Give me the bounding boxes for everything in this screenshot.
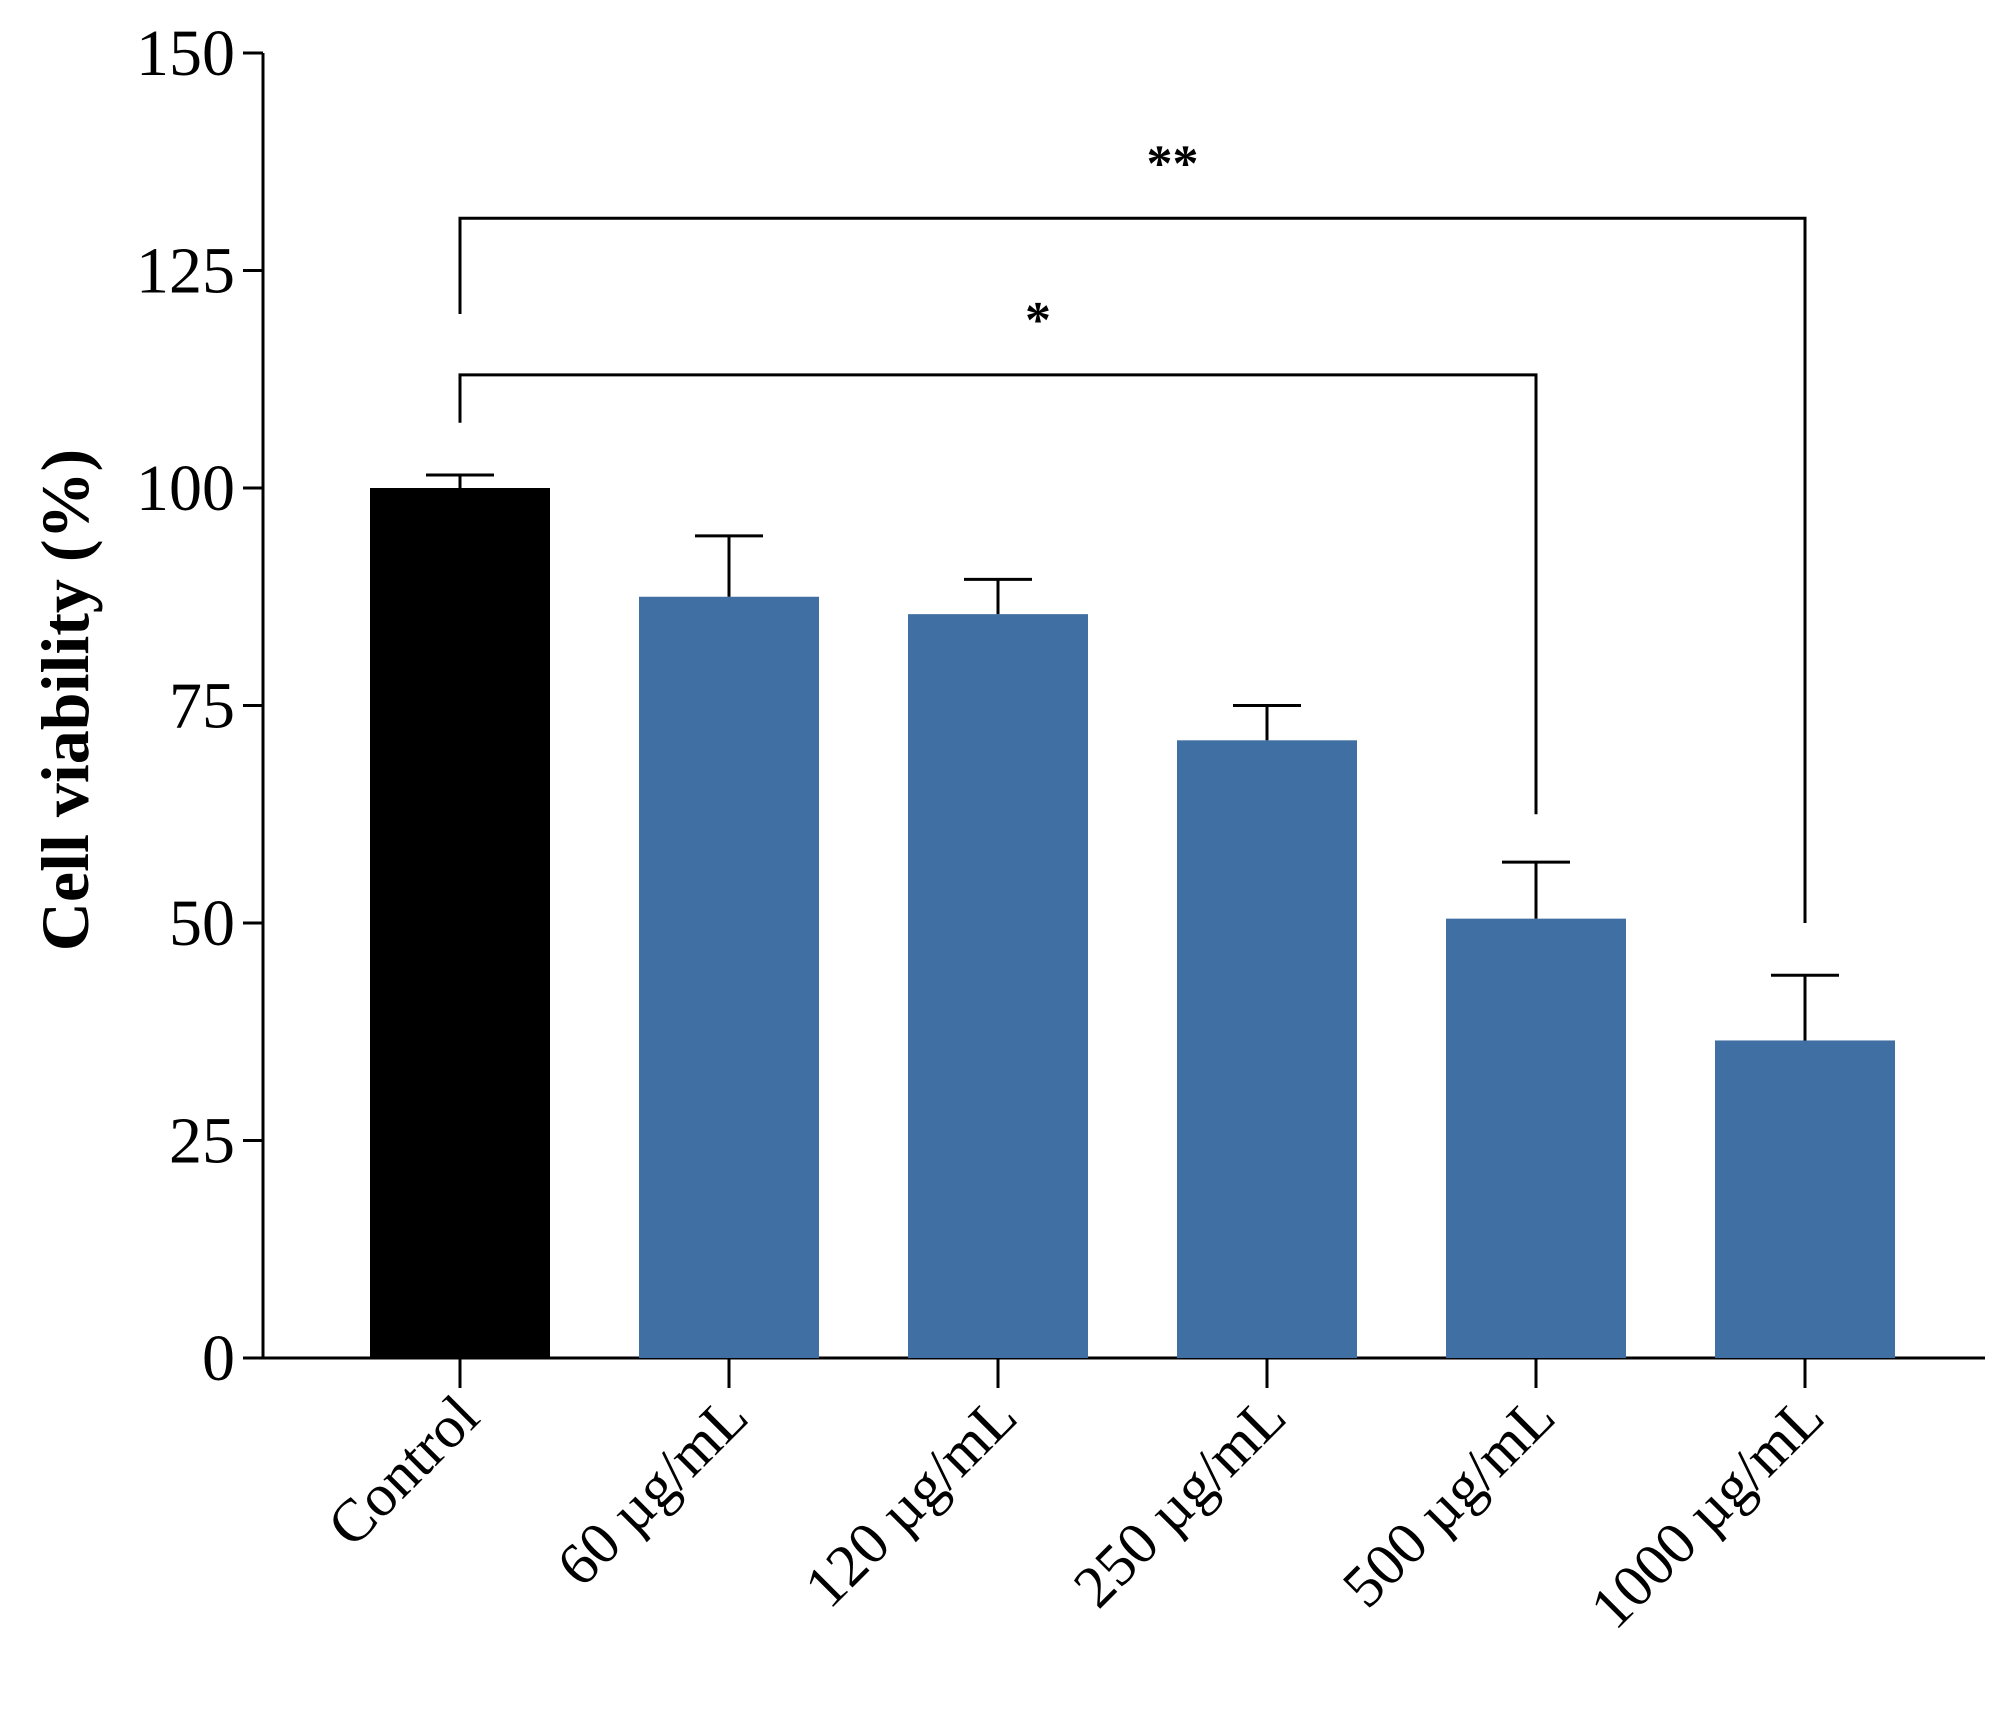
significance-label: *: [1025, 292, 1051, 349]
bar: [908, 614, 1088, 1358]
bar: [370, 488, 550, 1358]
significance-brackets: ***: [458, 135, 1807, 923]
bar: [639, 596, 819, 1358]
y-tick-label: 50: [169, 887, 235, 960]
x-tick-label: Control: [315, 1383, 491, 1559]
y-tick-label: 100: [136, 452, 235, 525]
error-bars: [426, 473, 1839, 1041]
x-axis: Control 60 µg/mL 120 µg/mL 250 µg/mL 500 µg/…: [263, 1356, 1985, 1641]
bar: [1177, 740, 1357, 1358]
x-tick-label: 60 µg/mL: [544, 1383, 760, 1599]
y-axis: 0 25 50 75 100 125 150: [136, 17, 265, 1395]
bar: [1715, 1040, 1895, 1358]
bar: [1446, 918, 1626, 1358]
x-tick-label: 250 µg/mL: [1061, 1383, 1298, 1620]
y-tick-label: 0: [202, 1322, 235, 1395]
significance-bracket: [458, 216, 1807, 923]
y-tick-label: 150: [136, 17, 235, 90]
significance-bracket: [458, 373, 1538, 815]
significance-label: **: [1147, 135, 1199, 192]
y-axis-title: Cell viability (%): [27, 449, 103, 951]
y-tick-label: 125: [136, 235, 235, 308]
x-tick-label: 500 µg/mL: [1330, 1383, 1567, 1620]
y-tick-label: 75: [169, 670, 235, 743]
y-tick-label: 25: [169, 1105, 235, 1178]
x-tick-label: 1000 µg/mL: [1578, 1383, 1836, 1641]
x-tick-label: 120 µg/mL: [792, 1383, 1029, 1620]
bars: [370, 488, 1895, 1358]
